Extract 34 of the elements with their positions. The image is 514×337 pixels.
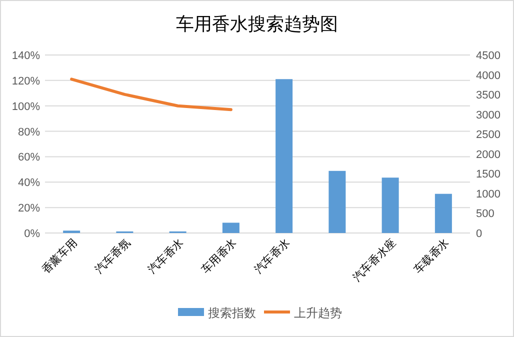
bar <box>434 194 452 233</box>
y-tick-label: 0% <box>24 228 40 240</box>
x-tick-label: 汽车香氛 <box>92 236 133 276</box>
y2-tick-label: 3000 <box>476 109 500 122</box>
x-tick-label: 汽车香水 <box>146 236 186 276</box>
bar <box>276 79 293 233</box>
y2-tick-label: 0 <box>476 228 482 240</box>
y2-tick-label: 3500 <box>476 90 500 102</box>
x-tick-label: 车载香水 <box>411 236 452 276</box>
legend-label: 上升趋势 <box>294 306 342 320</box>
x-tick-label: 香薰车用 <box>39 236 80 276</box>
y2-tick-label: 1000 <box>476 188 500 200</box>
x-tick-label: 车用香水 <box>198 236 240 276</box>
y-tick-label: 120% <box>12 75 40 88</box>
x-tick-label: 汽车香水 <box>252 236 292 276</box>
bar <box>222 222 240 233</box>
bar <box>328 170 346 233</box>
y-tick-label: 60% <box>18 152 40 164</box>
y-tick-label: 20% <box>18 202 40 215</box>
y-tick-label: 40% <box>18 177 40 190</box>
y-tick-label: 140% <box>12 50 40 62</box>
y2-tick-label: 4500 <box>476 50 500 62</box>
x-tick-label: 汽车香水座 <box>350 236 398 284</box>
line-series <box>70 78 232 112</box>
y2-tick-label: 2000 <box>476 148 500 161</box>
y2-tick-label: 4000 <box>476 70 500 82</box>
bar <box>382 178 399 233</box>
chart-title: 车用香水搜索趋势图 <box>176 14 338 34</box>
y2-tick-label: 2500 <box>476 129 500 142</box>
legend-label: 搜索指数 <box>208 306 256 320</box>
y-tick-label: 100% <box>12 100 40 113</box>
y2-tick-label: 1500 <box>476 168 500 181</box>
y2-tick-label: 500 <box>476 208 494 220</box>
y-tick-label: 80% <box>18 126 40 138</box>
